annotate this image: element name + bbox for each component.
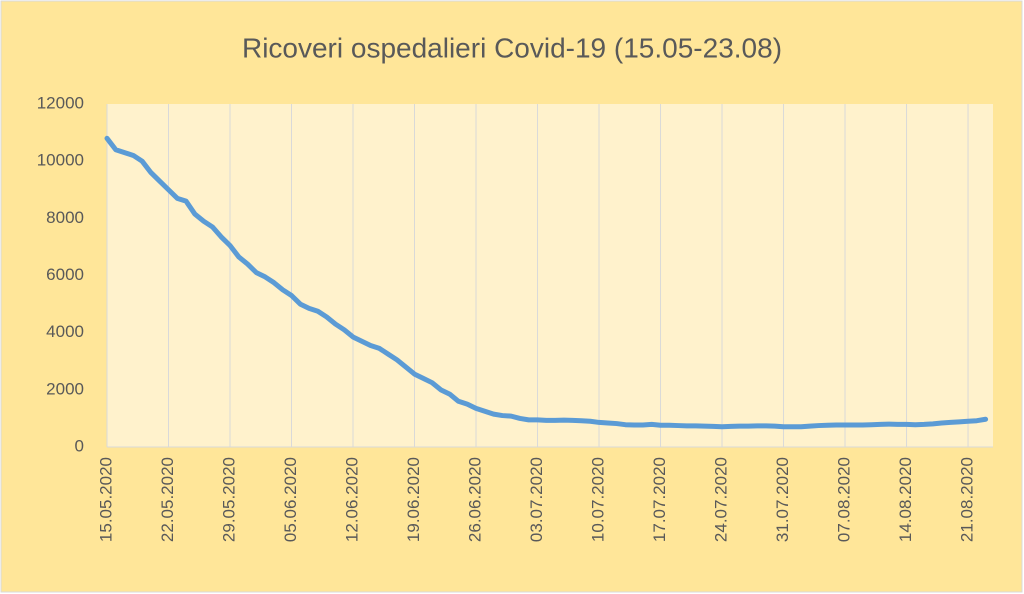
x-tick-label: 29.05.2020 <box>219 457 238 542</box>
y-tick-label: 8000 <box>46 208 84 227</box>
x-tick-label: 17.07.2020 <box>650 457 669 542</box>
chart-title: Ricoveri ospedalieri Covid-19 (15.05-23.… <box>242 32 782 63</box>
x-tick-label: 24.07.2020 <box>712 457 731 542</box>
y-tick-label: 2000 <box>46 379 84 398</box>
x-tick-label: 21.08.2020 <box>958 457 977 542</box>
y-tick-label: 0 <box>75 436 84 455</box>
x-tick-label: 22.05.2020 <box>158 457 177 542</box>
plot-area <box>107 104 993 447</box>
x-tick-label: 14.08.2020 <box>896 457 915 542</box>
x-tick-label: 07.08.2020 <box>835 457 854 542</box>
line <box>104 135 989 430</box>
x-tick-label: 19.06.2020 <box>404 457 423 542</box>
x-tick-label: 31.07.2020 <box>773 457 792 542</box>
y-tick-label: 10000 <box>37 151 84 170</box>
x-tick-label: 03.07.2020 <box>527 457 546 542</box>
x-tick-label: 15.05.2020 <box>96 457 115 542</box>
y-tick-label: 6000 <box>46 265 84 284</box>
x-tick-label: 05.06.2020 <box>281 457 300 542</box>
x-tick-label: 12.06.2020 <box>342 457 361 542</box>
x-tick-label: 10.07.2020 <box>589 457 608 542</box>
x-tick-label: 26.06.2020 <box>465 457 484 542</box>
y-tick-label: 4000 <box>46 322 84 341</box>
y-tick-label: 12000 <box>37 93 84 112</box>
